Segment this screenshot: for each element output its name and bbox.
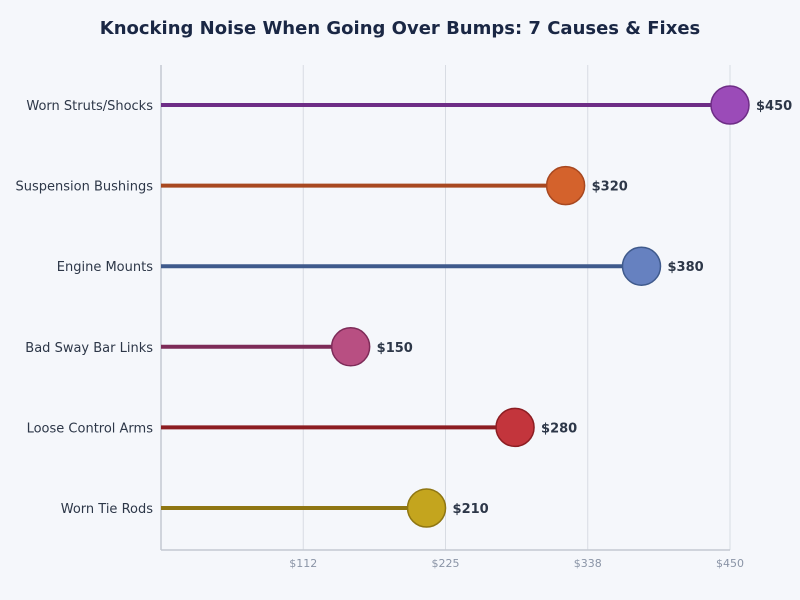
- category-label: Engine Mounts: [57, 260, 153, 275]
- value-label: $450: [756, 99, 792, 114]
- x-tick-label: $112: [289, 557, 317, 570]
- x-tick-label: $338: [574, 557, 602, 570]
- category-label: Bad Sway Bar Links: [25, 341, 153, 356]
- value-label: $150: [377, 341, 413, 356]
- lollipop-dot: [406, 488, 447, 528]
- value-label: $280: [541, 421, 577, 436]
- lollipop-dot: [710, 85, 750, 125]
- lollipop-dot: [545, 165, 586, 206]
- category-label: Worn Tie Rods: [61, 502, 153, 517]
- lollipop-dot: [330, 327, 371, 367]
- value-label: $380: [667, 260, 703, 275]
- category-label: Suspension Bushings: [15, 180, 153, 195]
- lollipop-dot: [621, 246, 662, 286]
- lollipop-dot: [495, 407, 535, 448]
- value-label: $320: [592, 180, 628, 195]
- category-label: Worn Struts/Shocks: [26, 99, 153, 114]
- chart-title: Knocking Noise When Going Over Bumps: 7 …: [100, 18, 701, 39]
- x-tick-label: $450: [716, 557, 744, 570]
- category-label: Loose Control Arms: [27, 421, 154, 436]
- value-label: $210: [453, 502, 489, 517]
- x-tick-label: $225: [432, 557, 460, 570]
